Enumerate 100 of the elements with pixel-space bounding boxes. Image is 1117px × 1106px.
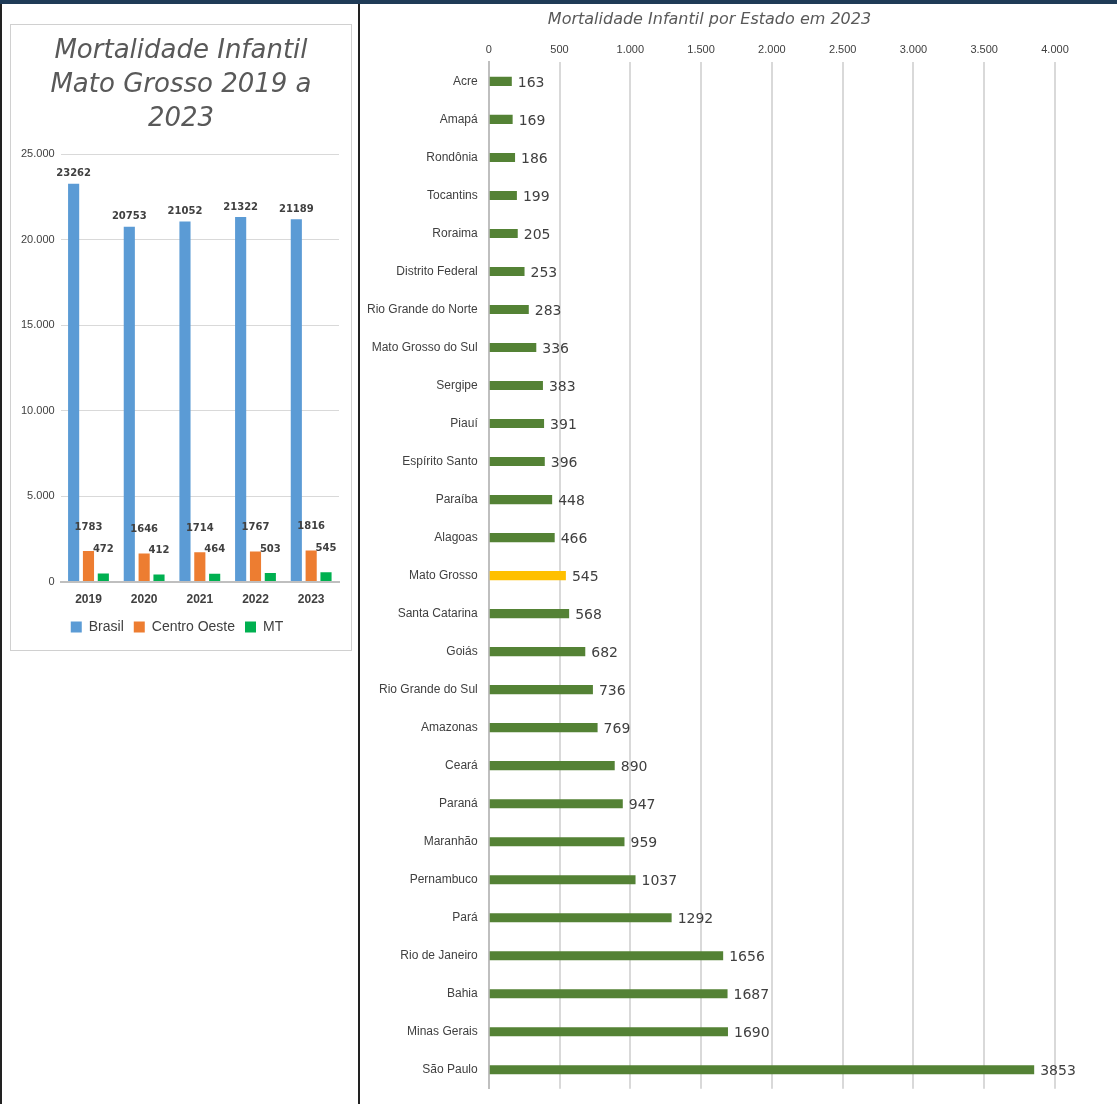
- y-tick-label: 0: [48, 575, 55, 588]
- data-label: 1690: [733, 1024, 770, 1041]
- bar: [82, 551, 95, 582]
- data-label: 21052: [167, 205, 203, 217]
- bar: [489, 456, 545, 467]
- bar: [489, 304, 529, 315]
- x-tick-label: 2.500: [828, 42, 857, 55]
- data-label: 21322: [223, 200, 259, 212]
- y-tick-label: Sergipe: [436, 377, 479, 392]
- bar: [320, 572, 332, 582]
- x-tick-label: 2020: [130, 592, 158, 607]
- y-tick-label: Paraíba: [435, 491, 479, 506]
- bar: [489, 913, 672, 923]
- y-tick-label: Rondônia: [426, 149, 479, 164]
- y-tick-label: Goiás: [446, 643, 478, 658]
- bar: [153, 574, 165, 582]
- x-tick-label: 0: [485, 42, 492, 55]
- bar: [209, 574, 221, 582]
- bar: [489, 647, 586, 657]
- data-label: 1037: [641, 872, 678, 889]
- x-tick-label: 2023: [297, 592, 325, 607]
- y-tick-label: 25.000: [20, 147, 55, 160]
- bar: [138, 553, 150, 582]
- y-tick-label: Acre: [453, 73, 479, 88]
- bar: [489, 761, 615, 771]
- bar: [489, 951, 724, 961]
- data-label: 391: [550, 416, 577, 433]
- y-tick-label: Rio de Janeiro: [400, 948, 479, 963]
- data-label: 3853: [1040, 1062, 1076, 1079]
- y-tick-label: Pernambuco: [409, 872, 479, 887]
- data-label: 336: [542, 340, 570, 357]
- y-tick-label: Pará: [452, 910, 479, 925]
- bar: [489, 495, 553, 505]
- y-tick-label: São Paulo: [422, 1062, 479, 1077]
- bar: [489, 799, 623, 809]
- bar: [489, 1027, 728, 1037]
- y-tick-label: Paraná: [439, 796, 479, 810]
- data-label: 1292: [677, 910, 714, 927]
- data-label: 545: [315, 542, 337, 554]
- data-label: 503: [259, 542, 281, 554]
- bar: [489, 875, 636, 885]
- data-label: 1687: [733, 986, 770, 1003]
- legend-label: Brasil: [88, 618, 124, 635]
- y-tick-label: 20.000: [20, 232, 55, 245]
- chart-title: Mortalidade Infantil por Estado em 2023: [547, 8, 872, 28]
- y-tick-label: 15.000: [20, 318, 55, 331]
- x-tick-label: 2.000: [758, 42, 786, 55]
- bar: [489, 152, 516, 162]
- y-tick-label: Amazonas: [421, 719, 478, 734]
- y-tick-label: Rio Grande do Norte: [366, 301, 479, 316]
- data-label: 205: [523, 226, 551, 243]
- data-label: 383: [548, 378, 576, 395]
- bar: [489, 228, 518, 239]
- data-label: 545: [571, 568, 599, 585]
- y-tick-label: 10.000: [20, 403, 55, 416]
- y-tick-label: Tocantins: [427, 187, 478, 202]
- bar: [264, 573, 276, 582]
- x-tick-label: 2019: [75, 592, 103, 607]
- legend-label: MT: [263, 618, 284, 635]
- y-tick-label: Bahia: [447, 986, 479, 1001]
- data-label: 448: [558, 492, 585, 509]
- x-tick-label: 2021: [186, 592, 214, 607]
- y-tick-label: Santa Catarina: [397, 605, 479, 620]
- bar: [489, 837, 625, 847]
- bar: [489, 76, 512, 86]
- data-label: 466: [560, 530, 588, 547]
- data-label: 163: [517, 74, 545, 91]
- bar: [489, 989, 728, 999]
- bar: [489, 723, 598, 733]
- x-tick-label: 1.500: [687, 42, 715, 55]
- data-label: 959: [630, 834, 658, 851]
- legend-label: Centro Oeste: [151, 618, 236, 635]
- bar: [489, 190, 517, 201]
- bar: [489, 609, 570, 619]
- bar: [489, 533, 555, 543]
- bar: [489, 418, 545, 429]
- data-label: 169: [518, 112, 546, 129]
- bar: [194, 552, 206, 582]
- y-tick-label: Mato Grosso: [409, 567, 479, 582]
- data-label: 283: [534, 302, 562, 319]
- x-tick-label: 3.000: [899, 42, 928, 55]
- data-label: 464: [204, 543, 226, 555]
- x-tick-label: 3.500: [970, 42, 998, 55]
- bar: [489, 380, 543, 391]
- y-tick-label: Mato Grosso do Sul: [371, 339, 478, 354]
- data-label: 568: [575, 606, 602, 623]
- y-tick-label: Amapá: [439, 111, 479, 126]
- chart-title: Mortalidade Infantil Mato Grosso 2019 a 2023: [49, 33, 313, 134]
- x-tick-label: 1.000: [616, 42, 645, 55]
- bar: [305, 550, 317, 582]
- x-tick-label: 2022: [242, 592, 270, 607]
- data-label: 769: [603, 720, 631, 737]
- data-label: 890: [620, 758, 648, 775]
- data-label: 20753: [111, 210, 147, 222]
- bar: [489, 114, 513, 124]
- bar: [489, 1065, 1035, 1075]
- data-label: 412: [148, 544, 170, 556]
- data-label: 186: [521, 150, 548, 167]
- data-label: 947: [628, 796, 656, 813]
- bar: [249, 551, 262, 582]
